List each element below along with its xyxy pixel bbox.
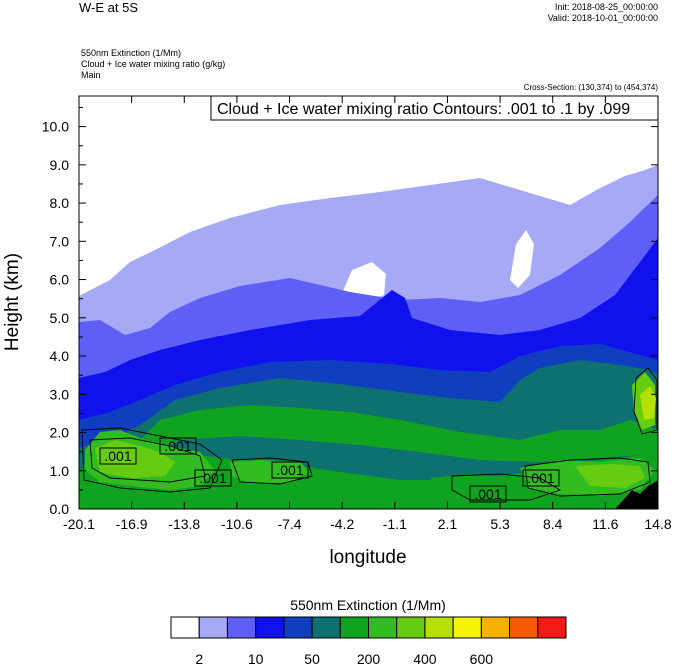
x-axis-label: longitude — [329, 547, 406, 568]
field-name-extinction: 550nm Extinction (1/Mm) — [81, 48, 182, 58]
colorbar-swatch — [480, 616, 511, 639]
y-tick-label: 3.0 — [50, 386, 70, 402]
contour-label: .001 — [474, 486, 501, 502]
y-tick-label: 2.0 — [50, 425, 70, 441]
colorbar-label: 2 — [195, 651, 203, 667]
contour-line — [81, 427, 223, 493]
band-yellow-green-1 — [95, 440, 175, 478]
contour-label-box — [271, 461, 309, 479]
x-tick-label: 2.1 — [438, 516, 458, 532]
colorbar-swatch — [339, 616, 369, 639]
colorbar-title: 550nm Extinction (1/Mm) — [290, 597, 446, 613]
init-valid-times: Init: 2018-08-25_00:00:00 Valid: 2018-10… — [548, 2, 658, 24]
plot-title: W-E at 5S — [79, 0, 139, 15]
y-tick-label: 4.0 — [50, 348, 70, 364]
y-tick-label: 6.0 — [50, 272, 70, 288]
contour-line — [524, 457, 651, 497]
valid-time: Valid: 2018-10-01_00:00:00 — [547, 13, 658, 23]
x-tick-label: -13.8 — [168, 516, 200, 532]
contour-label: .001 — [527, 470, 554, 486]
colorbar-swatch — [226, 616, 257, 639]
annotation-box — [210, 95, 659, 121]
x-tick-label: -1.1 — [383, 516, 407, 532]
y-tick-label: 10.0 — [42, 119, 69, 135]
y-tick-label: 9.0 — [50, 157, 70, 173]
contour-label-box — [159, 437, 197, 455]
colorbar-label: 600 — [470, 651, 494, 667]
colorbar-label: 400 — [413, 651, 437, 667]
colorbar-swatch — [396, 616, 426, 639]
y-tick-label: 5.0 — [50, 310, 70, 326]
y-tick-label: 1.0 — [50, 463, 70, 479]
contour-label-box — [522, 469, 560, 487]
colorbar-label: 200 — [357, 651, 381, 667]
colorbar-swatch — [170, 616, 200, 639]
contour-label: .001 — [276, 462, 303, 478]
extinction-field — [79, 96, 658, 509]
colorbar-swatch — [311, 616, 341, 639]
band-yellow-green-2 — [575, 464, 645, 488]
contour-label: .001 — [104, 448, 131, 464]
contour-label-box — [469, 485, 507, 503]
axes: -20.1 -16.9 -13.8 -10.6 -7.4 -4.2 -1.1 2.1 5.3 8.… — [42, 96, 672, 532]
contour-label-box — [99, 447, 137, 465]
band-clear-hole-2 — [510, 230, 534, 288]
y-tick-label: 8.0 — [50, 195, 70, 211]
contour-line — [633, 367, 658, 435]
cross-section-label: Cross-Section: (130,374) to (454,374) — [523, 83, 658, 92]
contour-annotation: Cloud + Ice water mixing ratio Contours:… — [217, 101, 630, 118]
terrain — [615, 480, 658, 509]
colorbar-label: 10 — [248, 651, 264, 667]
field-name-cloud-ice: Cloud + Ice water mixing ratio (g/kg) — [81, 59, 226, 69]
contour-label: .001 — [199, 470, 226, 486]
x-tick-label: 5.3 — [490, 516, 510, 532]
colorbar-swatch — [537, 616, 567, 639]
x-tick-label: 11.6 — [592, 516, 618, 532]
init-time: Init: 2018-08-25_00:00:00 — [554, 2, 658, 12]
x-tick-label: -10.6 — [221, 516, 253, 532]
x-tick-label: -16.9 — [116, 516, 148, 532]
contour-label: .001 — [164, 438, 191, 454]
colorbar: 2 10 50 200 400 600 — [170, 616, 567, 667]
contour-line — [231, 457, 313, 485]
x-tick-label: 8.4 — [543, 516, 563, 532]
contour-label-box — [194, 469, 232, 487]
x-tick-label: 14.8 — [644, 516, 671, 532]
y-axis-label: Height (km) — [2, 253, 23, 351]
contour-label-group: .001 .001 .001 .001 .001 .001 — [99, 437, 560, 503]
domain-label: Main — [81, 70, 101, 80]
colorbar-swatch — [198, 616, 228, 639]
y-tick-label: 0.0 — [50, 501, 70, 517]
cloud-contours — [81, 367, 658, 501]
colorbar-label: 50 — [304, 651, 320, 667]
band-clear-hole-1 — [340, 262, 386, 302]
colorbar-swatch — [283, 616, 313, 639]
band-green-surface-right — [430, 474, 530, 500]
colorbar-swatch — [368, 616, 398, 639]
colorbar-swatch — [452, 616, 482, 639]
contour-line — [89, 437, 206, 483]
x-tick-label: -20.1 — [63, 516, 95, 532]
contour-line — [451, 473, 562, 501]
x-tick-label: -4.2 — [330, 516, 354, 532]
colorbar-swatch — [509, 616, 539, 639]
colorbar-swatch — [424, 616, 454, 639]
x-tick-label: -7.4 — [277, 516, 301, 532]
colorbar-swatch — [255, 616, 285, 639]
y-tick-label: 7.0 — [50, 233, 70, 249]
